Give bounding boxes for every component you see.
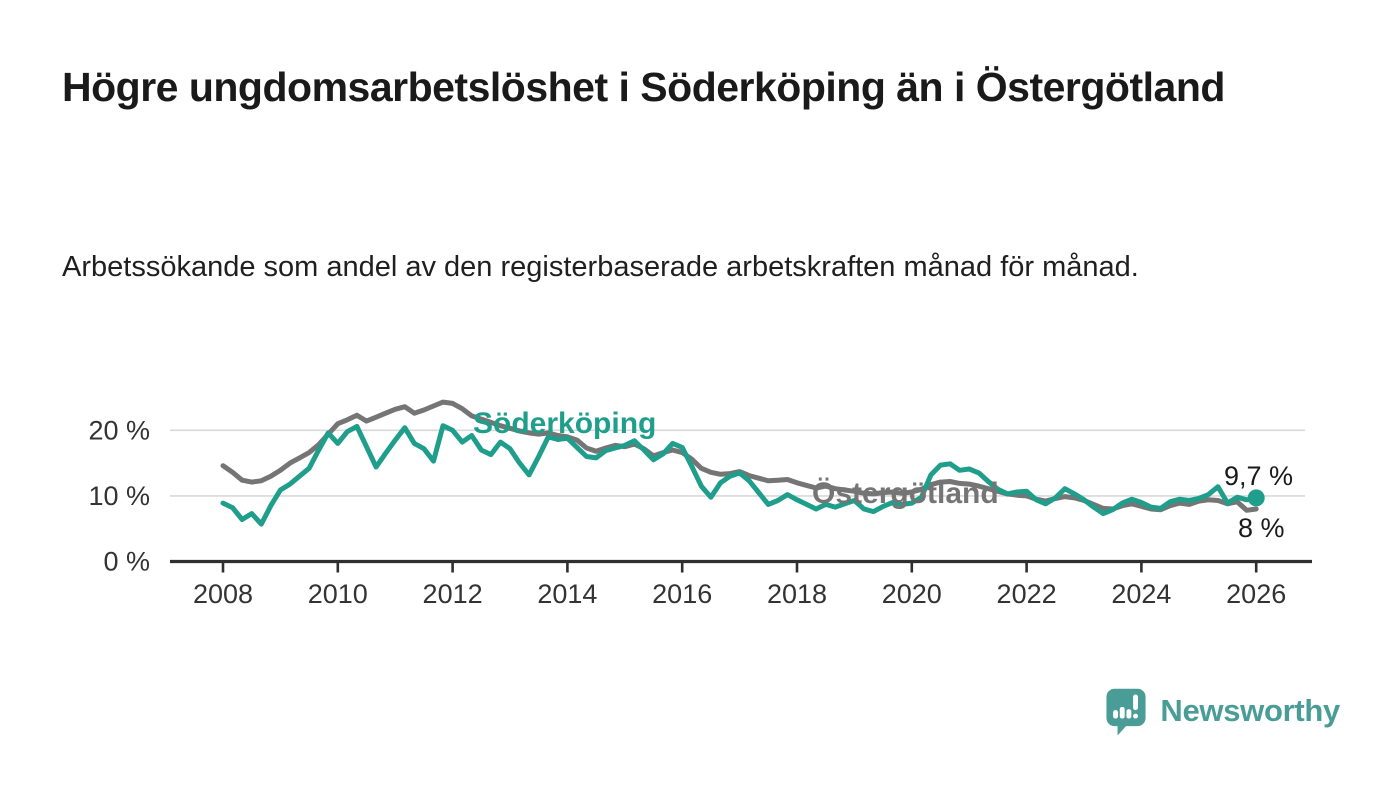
- y-tick-label-20: 20 %: [88, 415, 150, 445]
- chart-annotation-2: 9,7 %: [1224, 461, 1293, 491]
- x-tick-label-2014: 2014: [537, 579, 597, 609]
- y-tick-label-10: 10 %: [88, 481, 150, 511]
- chart-annotation-0: Söderköping: [473, 407, 656, 440]
- x-tick-label-2016: 2016: [652, 579, 712, 609]
- series-line-0: [220, 399, 1259, 513]
- series-line-1: [220, 423, 1259, 527]
- page-title: Högre ungdomsarbetslöshet i Söderköping …: [62, 64, 1225, 110]
- x-tick-label-2022: 2022: [997, 579, 1057, 609]
- brand-name: Newsworthy: [1160, 693, 1340, 728]
- x-tick-label-2008: 2008: [193, 579, 253, 609]
- chart-annotation-3: 8 %: [1238, 513, 1285, 543]
- newsworthy-logo-icon: [1102, 684, 1150, 738]
- chart-description: Arbetssökande som andel av den registerb…: [62, 251, 1139, 283]
- x-tick-label-2026: 2026: [1226, 579, 1286, 609]
- x-tick-label-2010: 2010: [308, 579, 368, 609]
- brand-footer: Newsworthy: [1102, 684, 1340, 738]
- x-tick-label-2018: 2018: [767, 579, 827, 609]
- y-tick-label-0: 0 %: [103, 547, 150, 577]
- x-tick-label-2024: 2024: [1111, 579, 1171, 609]
- bar-chart-speech-bubble-icon: [1106, 688, 1146, 736]
- x-tick-label-2020: 2020: [882, 579, 942, 609]
- chart-annotation-1: Östergötland: [812, 477, 999, 510]
- series-end-dot-1: [1247, 489, 1265, 507]
- x-tick-label-2012: 2012: [423, 579, 483, 609]
